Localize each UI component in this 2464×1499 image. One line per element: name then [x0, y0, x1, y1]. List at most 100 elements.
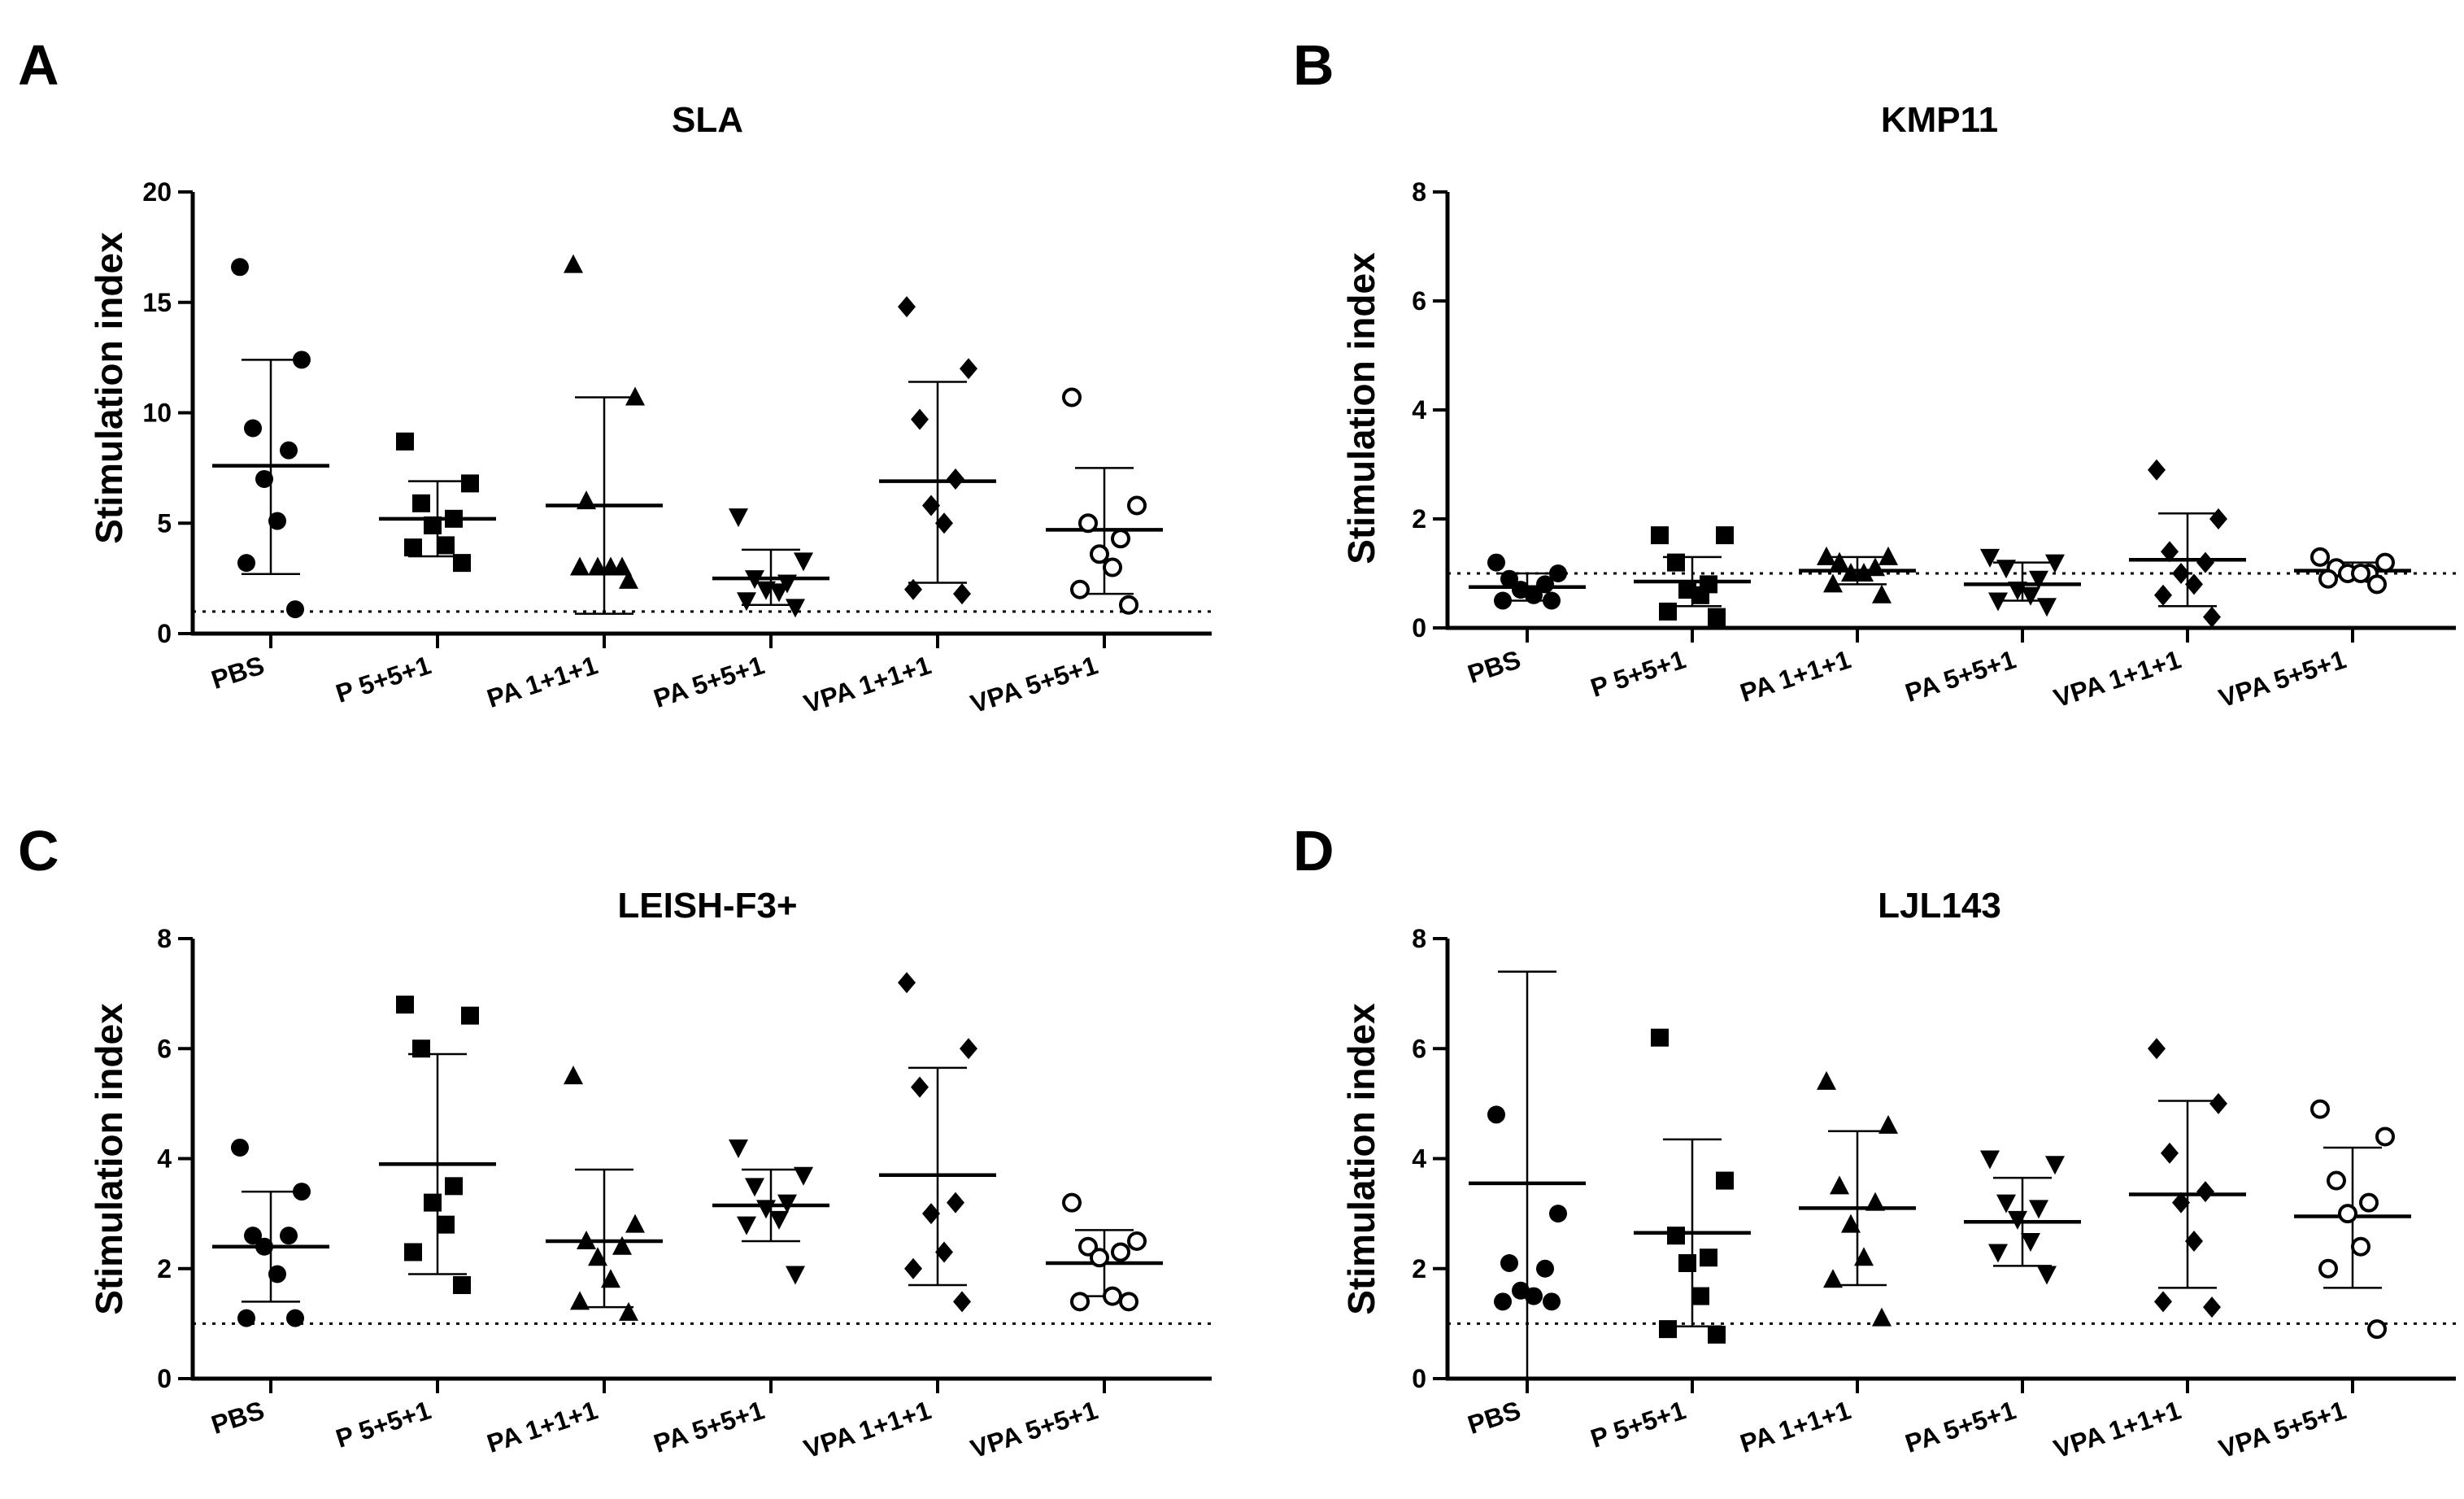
data-point	[237, 554, 255, 573]
data-point	[445, 509, 463, 528]
data-point	[1830, 551, 1849, 571]
data-point	[1841, 1214, 1861, 1233]
data-point	[1830, 1175, 1849, 1195]
data-point	[794, 552, 813, 572]
y-axis-label-b: Stimulation index	[1340, 252, 1382, 564]
data-point	[286, 1309, 304, 1327]
x-tick-label: PA 1+1+1	[1736, 644, 1854, 708]
data-point	[577, 1230, 596, 1249]
data-point	[2185, 1230, 2203, 1252]
data-point	[280, 1227, 298, 1245]
y-axis-label-c: Stimulation index	[88, 1003, 130, 1315]
y-tick-label: 4	[1412, 1144, 1426, 1174]
data-point	[2029, 570, 2048, 590]
data-point	[922, 495, 940, 516]
data-point	[570, 1291, 590, 1310]
data-point	[935, 1241, 953, 1263]
x-tick-label: P 5+5+1	[333, 1395, 435, 1453]
data-point	[588, 556, 607, 576]
data-point	[1651, 526, 1669, 545]
data-point	[769, 1210, 789, 1230]
data-point	[1543, 591, 1561, 610]
data-point	[1708, 608, 1726, 626]
data-point	[1878, 1114, 1898, 1134]
x-tick-label: PBS	[207, 650, 268, 695]
data-point	[2310, 1099, 2330, 1119]
data-point	[231, 258, 249, 277]
data-point	[268, 1265, 286, 1283]
data-point	[729, 1139, 748, 1158]
x-tick-label: P 5+5+1	[1587, 644, 1690, 702]
data-point	[1487, 553, 1505, 572]
data-point	[922, 1203, 940, 1225]
data-point	[2172, 1192, 2190, 1214]
data-point	[461, 1006, 479, 1025]
data-point	[1070, 1292, 1090, 1312]
data-point	[1872, 584, 1892, 604]
data-point	[911, 408, 929, 430]
data-point	[2037, 598, 2057, 617]
data-point	[1078, 1236, 1098, 1257]
data-point	[947, 468, 964, 490]
data-point	[794, 1166, 813, 1186]
data-point	[2045, 554, 2065, 573]
data-point	[2327, 1170, 2346, 1191]
y-tick-label: 5	[157, 508, 172, 538]
data-point	[1996, 560, 2016, 579]
data-point	[237, 1309, 255, 1327]
data-point	[1536, 1259, 1554, 1278]
data-point	[2196, 551, 2214, 573]
x-tick-label: VPA 1+1+1	[2050, 1395, 2184, 1463]
data-point	[625, 1214, 645, 1233]
data-point	[1103, 1286, 1122, 1306]
x-tick-label: VPA 5+5+1	[967, 1395, 1101, 1463]
y-tick-label: 8	[1412, 924, 1426, 953]
x-tick-label: VPA 5+5+1	[2215, 1395, 2349, 1463]
data-point	[280, 441, 298, 460]
data-point	[745, 1178, 764, 1197]
data-point	[461, 474, 479, 493]
data-point	[1127, 1231, 1147, 1251]
x-tick-label: PA 5+5+1	[650, 1395, 768, 1458]
data-point	[1078, 513, 1098, 534]
data-point	[1691, 1287, 1709, 1305]
x-tick-label: PBS	[207, 1395, 268, 1440]
data-point	[1525, 1287, 1543, 1305]
data-point	[293, 351, 311, 369]
y-tick-label: 20	[142, 177, 172, 207]
data-point	[737, 1216, 756, 1235]
data-point	[601, 1269, 620, 1288]
y-axis-label-d: Stimulation index	[1340, 1003, 1382, 1315]
data-point	[1865, 557, 1885, 577]
data-point	[2021, 1232, 2040, 1252]
data-point	[2029, 1200, 2048, 1219]
y-tick-label: 6	[157, 1034, 172, 1063]
data-point	[2310, 547, 2330, 567]
y-tick-label: 0	[157, 1364, 172, 1393]
error-bar	[1498, 970, 1556, 1379]
data-point	[1090, 1248, 1109, 1268]
data-point	[396, 996, 414, 1014]
data-point	[244, 1227, 262, 1245]
data-point	[1090, 544, 1109, 564]
y-tick-label: 4	[157, 1144, 172, 1174]
data-point	[1103, 557, 1122, 577]
data-point	[445, 1177, 463, 1196]
data-point	[2209, 1092, 2227, 1114]
data-point	[2318, 1258, 2338, 1279]
data-point	[588, 1247, 607, 1266]
data-point	[745, 570, 764, 590]
data-point	[1062, 1192, 1082, 1213]
data-point	[1716, 526, 1734, 545]
data-point	[255, 469, 273, 488]
x-tick-label: PA 1+1+1	[1736, 1395, 1854, 1458]
data-point	[1494, 1292, 1512, 1311]
data-point	[396, 432, 414, 451]
data-point	[1841, 563, 1861, 582]
panel-letter-b: B	[1293, 33, 1334, 97]
data-point	[2021, 586, 2040, 606]
x-tick-label: VPA 1+1+1	[800, 650, 934, 718]
data-point	[1070, 579, 1090, 599]
y-tick-label: 2	[1412, 504, 1426, 534]
data-point	[570, 556, 590, 576]
